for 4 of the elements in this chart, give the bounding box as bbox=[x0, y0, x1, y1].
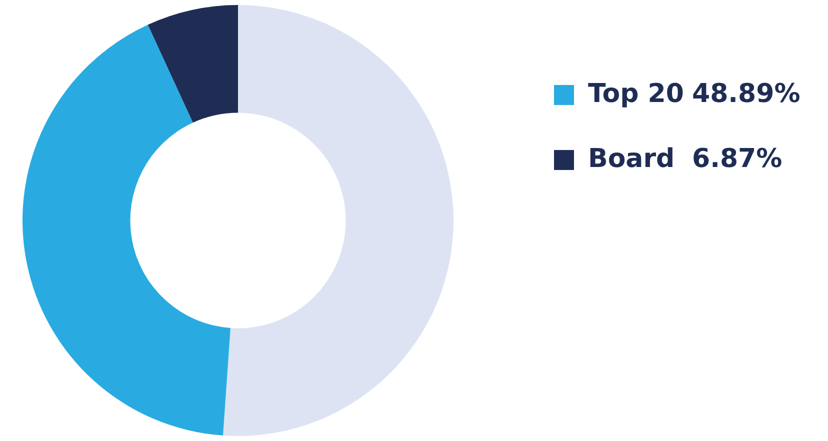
text: 6.87% bbox=[692, 144, 782, 174]
text: 48.89% bbox=[692, 78, 800, 109]
legend-label: Top 20 bbox=[588, 78, 684, 109]
legend-label: Board bbox=[588, 144, 675, 174]
